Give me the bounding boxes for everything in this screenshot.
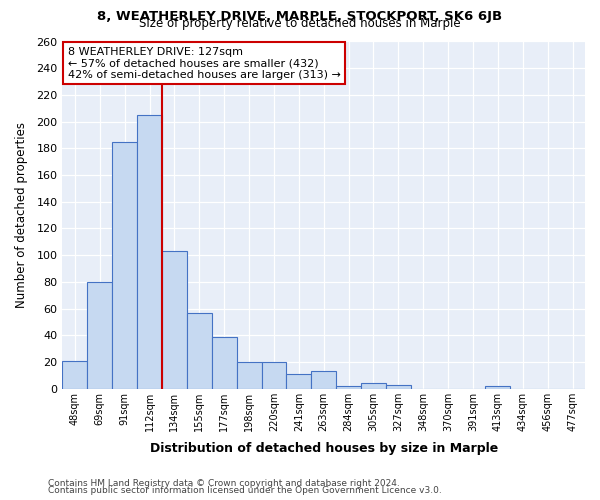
Bar: [361, 384, 386, 388]
Bar: [137, 115, 162, 388]
Bar: [236, 362, 262, 388]
Bar: [485, 386, 511, 388]
Y-axis label: Number of detached properties: Number of detached properties: [15, 122, 28, 308]
Text: Contains public sector information licensed under the Open Government Licence v3: Contains public sector information licen…: [48, 486, 442, 495]
Bar: [336, 386, 361, 388]
Bar: [162, 251, 187, 388]
X-axis label: Distribution of detached houses by size in Marple: Distribution of detached houses by size …: [149, 442, 498, 455]
Text: 8 WEATHERLEY DRIVE: 127sqm
← 57% of detached houses are smaller (432)
42% of sem: 8 WEATHERLEY DRIVE: 127sqm ← 57% of deta…: [68, 46, 341, 80]
Bar: [262, 362, 286, 388]
Bar: [286, 374, 311, 388]
Bar: [212, 336, 236, 388]
Bar: [62, 360, 88, 388]
Text: 8, WEATHERLEY DRIVE, MARPLE, STOCKPORT, SK6 6JB: 8, WEATHERLEY DRIVE, MARPLE, STOCKPORT, …: [97, 10, 503, 23]
Bar: [112, 142, 137, 388]
Bar: [88, 282, 112, 389]
Text: Contains HM Land Registry data © Crown copyright and database right 2024.: Contains HM Land Registry data © Crown c…: [48, 478, 400, 488]
Bar: [386, 384, 411, 388]
Bar: [311, 372, 336, 388]
Bar: [187, 312, 212, 388]
Text: Size of property relative to detached houses in Marple: Size of property relative to detached ho…: [139, 18, 461, 30]
